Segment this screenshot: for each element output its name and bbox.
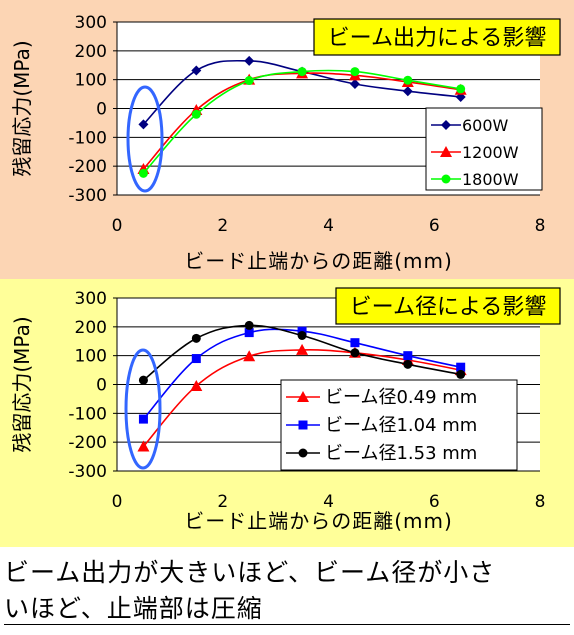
y-axis-title: 残留応力(MPa): [10, 40, 34, 176]
x-axis-title: ビード止端からの距離(mm): [184, 509, 453, 533]
legend-marker: [298, 420, 308, 430]
data-point: [297, 67, 307, 77]
data-point: [190, 379, 203, 391]
data-point: [243, 350, 256, 362]
legend-marker: [440, 146, 452, 157]
data-point: [138, 119, 149, 130]
legend-label: 1200W: [462, 143, 519, 162]
data-point: [456, 362, 466, 372]
y-tick-label: 300: [75, 289, 107, 309]
data-point: [191, 109, 201, 119]
legend-label: ビーム径1.53 mm: [325, 443, 477, 464]
y-axis-title: 残留応力(MPa): [10, 316, 34, 452]
legend-label: 1800W: [462, 170, 519, 189]
data-point: [244, 320, 254, 330]
data-point: [244, 328, 254, 338]
y-tick-label: -100: [68, 404, 107, 424]
title-box: [335, 287, 561, 325]
data-point: [191, 354, 201, 364]
legend-marker: [441, 174, 451, 184]
x-tick-label: 4: [323, 216, 334, 236]
data-point: [138, 375, 148, 385]
legend-label: ビーム径1.04 mm: [325, 415, 477, 436]
chart-title: ビーム径による影響: [350, 295, 547, 320]
chart-title: ビーム出力による影響: [328, 26, 547, 51]
data-point: [456, 84, 466, 94]
legend-label: 600W: [462, 116, 509, 135]
caption-line-2: いほど、止端部は圧縮: [4, 594, 570, 625]
series-3: [138, 67, 466, 178]
y-tick-label: -300: [68, 186, 107, 206]
x-tick-label: 8: [535, 492, 546, 512]
data-point: [350, 67, 360, 77]
data-point: [350, 338, 360, 348]
data-point: [191, 333, 201, 343]
data-point: [244, 76, 254, 86]
data-point: [244, 55, 255, 66]
data-point: [296, 343, 309, 355]
caption-line-1: ビーム出力が大きいほど、ビーム径が小さ: [4, 558, 496, 587]
x-tick-label: 8: [535, 216, 546, 236]
legend-label: ビーム径0.49 mm: [325, 387, 477, 408]
data-point: [137, 440, 150, 452]
data-point: [402, 86, 413, 97]
y-tick-label: 100: [75, 71, 107, 91]
data-point: [350, 348, 360, 358]
y-tick-label: 0: [96, 100, 107, 120]
data-point: [138, 168, 148, 178]
data-point: [456, 369, 466, 379]
highlight-ellipse: [124, 348, 162, 470]
y-tick-label: -300: [68, 462, 107, 482]
data-point: [403, 359, 413, 369]
x-tick-label: 2: [217, 216, 228, 236]
x-tick-label: 2: [217, 492, 228, 512]
data-point: [191, 65, 202, 76]
y-tick-label: 300: [75, 13, 107, 33]
data-point: [297, 330, 307, 340]
legend-marker: [298, 448, 308, 458]
data-point: [403, 351, 413, 361]
legend-marker: [441, 120, 451, 130]
y-tick-label: -100: [68, 128, 107, 148]
legend-box: [280, 379, 518, 471]
x-tick-label: 6: [429, 216, 440, 236]
x-tick-label: 0: [112, 216, 123, 236]
y-tick-label: -200: [68, 433, 107, 453]
x-tick-label: 6: [429, 492, 440, 512]
y-tick-label: 0: [96, 376, 107, 396]
title-box: [313, 18, 561, 56]
highlight-ellipse: [126, 85, 164, 193]
x-axis-title: ビード止端からの距離(mm): [184, 249, 453, 273]
x-tick-label: 4: [323, 492, 334, 512]
y-tick-label: 100: [75, 347, 107, 367]
data-point: [403, 75, 413, 85]
series-3: [138, 320, 466, 385]
y-tick-label: 200: [75, 42, 107, 62]
y-tick-label: 200: [75, 318, 107, 338]
legend-marker: [297, 391, 309, 402]
data-point: [349, 78, 360, 89]
data-point: [138, 414, 148, 424]
y-tick-label: -200: [68, 157, 107, 177]
x-tick-label: 0: [112, 492, 123, 512]
